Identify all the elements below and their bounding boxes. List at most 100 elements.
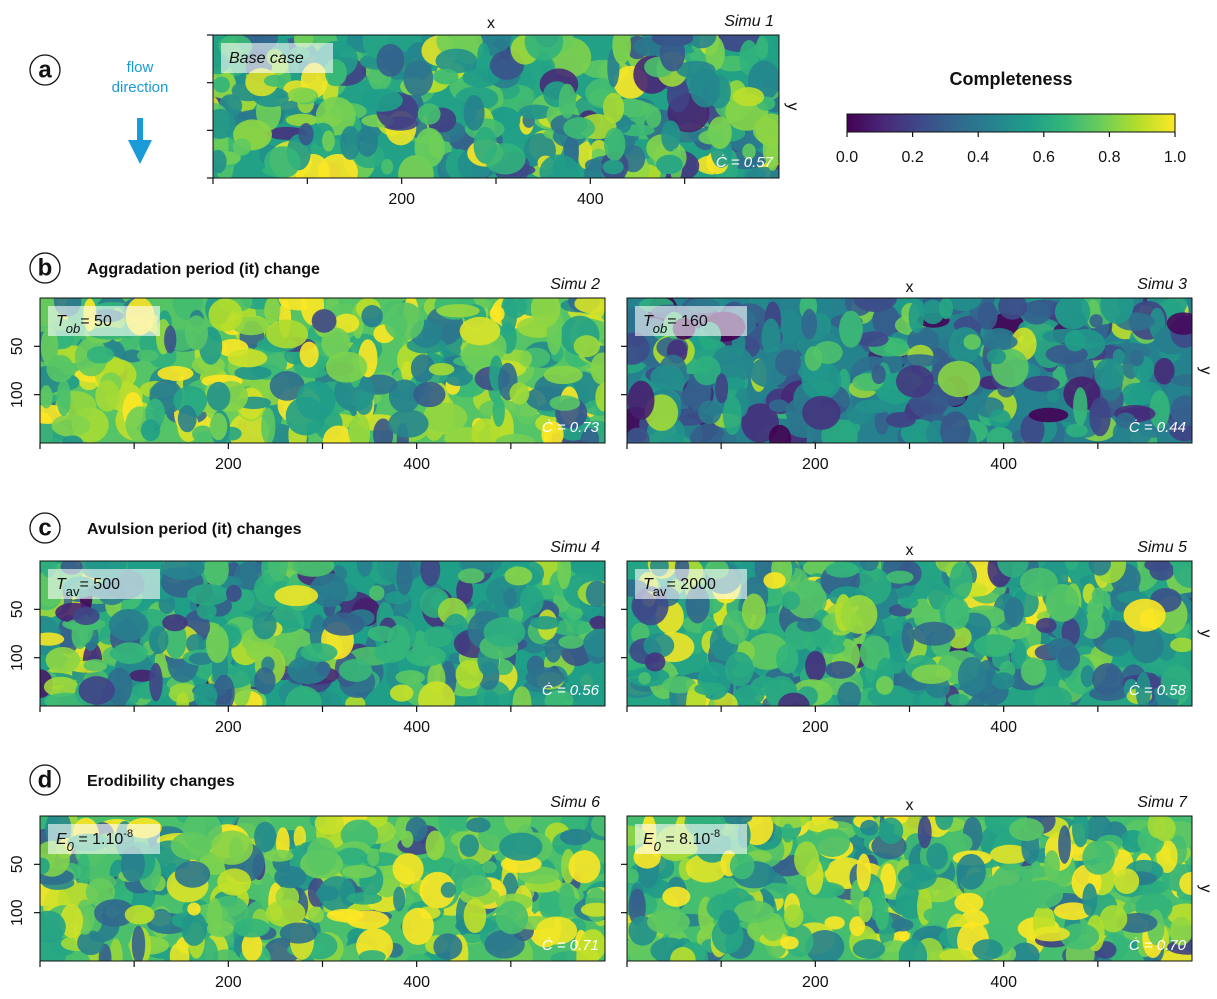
texture: [1045, 583, 1080, 622]
texture: [1058, 825, 1071, 864]
texture: [274, 585, 319, 607]
texture: [285, 113, 319, 127]
texture: [656, 154, 683, 175]
section-letter: c: [38, 514, 51, 541]
annotation-part: 0: [654, 839, 662, 854]
texture: [761, 318, 781, 357]
x-tick-label: 0.2: [901, 149, 923, 166]
texture: [322, 130, 335, 152]
texture: [40, 857, 50, 875]
texture: [406, 953, 432, 961]
texture: [148, 625, 169, 654]
texture: [982, 333, 1018, 351]
map: [627, 298, 1192, 443]
texture: [1169, 916, 1192, 946]
texture: [1028, 407, 1069, 423]
texture: [694, 682, 726, 696]
texture: [770, 816, 811, 829]
texture: [1170, 395, 1192, 427]
y-label: y: [784, 103, 801, 111]
texture: [603, 127, 626, 162]
texture: [213, 674, 235, 706]
texture: [129, 669, 156, 682]
completeness-label: Ċ = 0.57: [716, 154, 774, 171]
texture: [563, 117, 595, 139]
texture: [317, 153, 358, 178]
texture: [348, 413, 371, 443]
texture: [71, 621, 88, 649]
annotation-part: Base case: [229, 50, 304, 67]
texture: [885, 412, 916, 428]
x-tick-label: 200: [215, 456, 242, 473]
texture: [986, 427, 1014, 443]
texture: [796, 617, 822, 632]
texture: [680, 384, 710, 409]
texture: [840, 595, 878, 634]
texture: [741, 593, 766, 630]
texture: [741, 403, 779, 443]
texture: [40, 910, 66, 944]
texture: [690, 423, 727, 443]
texture: [518, 350, 533, 367]
texture: [860, 561, 879, 571]
texture: [93, 899, 136, 927]
map: [627, 561, 1192, 706]
texture: [196, 602, 217, 620]
texture: [264, 298, 281, 325]
texture: [990, 844, 1031, 864]
texture: [139, 331, 158, 355]
texture: [234, 365, 272, 380]
texture: [295, 380, 336, 421]
texture: [395, 670, 426, 685]
texture: [432, 68, 459, 85]
annotation-part: = 8.10: [661, 831, 710, 848]
texture: [315, 661, 331, 677]
annotation-box: [635, 569, 747, 599]
flow-label: direction: [112, 79, 169, 96]
texture: [361, 88, 403, 112]
texture: [131, 925, 146, 961]
texture: [140, 419, 161, 442]
texture: [463, 898, 487, 934]
texture: [945, 298, 982, 312]
texture: [878, 817, 904, 845]
y-tick-label: 100: [9, 381, 26, 408]
texture: [209, 412, 228, 441]
texture: [1135, 672, 1151, 706]
texture: [213, 76, 230, 93]
texture: [1082, 840, 1116, 875]
texture: [56, 379, 71, 417]
texture: [1082, 883, 1098, 916]
texture: [186, 634, 205, 654]
texture: [471, 418, 501, 443]
texture: [1170, 637, 1192, 653]
texture: [267, 561, 288, 582]
x-tick-label: 0.6: [1033, 149, 1055, 166]
texture: [428, 362, 455, 376]
texture: [781, 823, 794, 843]
texture: [921, 299, 945, 325]
texture: [777, 692, 810, 706]
texture: [305, 837, 337, 876]
texture: [722, 377, 746, 390]
texture: [212, 949, 239, 961]
texture: [991, 672, 1015, 690]
texture: [440, 882, 457, 898]
texture: [908, 300, 924, 334]
texture: [61, 435, 84, 443]
texture: [899, 596, 919, 609]
texture: [802, 395, 841, 430]
texture: [462, 67, 500, 88]
texture: [322, 425, 354, 443]
texture: [60, 904, 84, 939]
texture: [519, 585, 544, 616]
texture: [837, 681, 862, 706]
texture: [279, 922, 318, 944]
texture: [402, 907, 434, 946]
texture: [396, 561, 413, 595]
texture: [580, 902, 605, 917]
texture: [1179, 872, 1192, 895]
texture: [435, 48, 478, 74]
texture: [574, 298, 605, 313]
y-label: y: [1197, 885, 1214, 893]
